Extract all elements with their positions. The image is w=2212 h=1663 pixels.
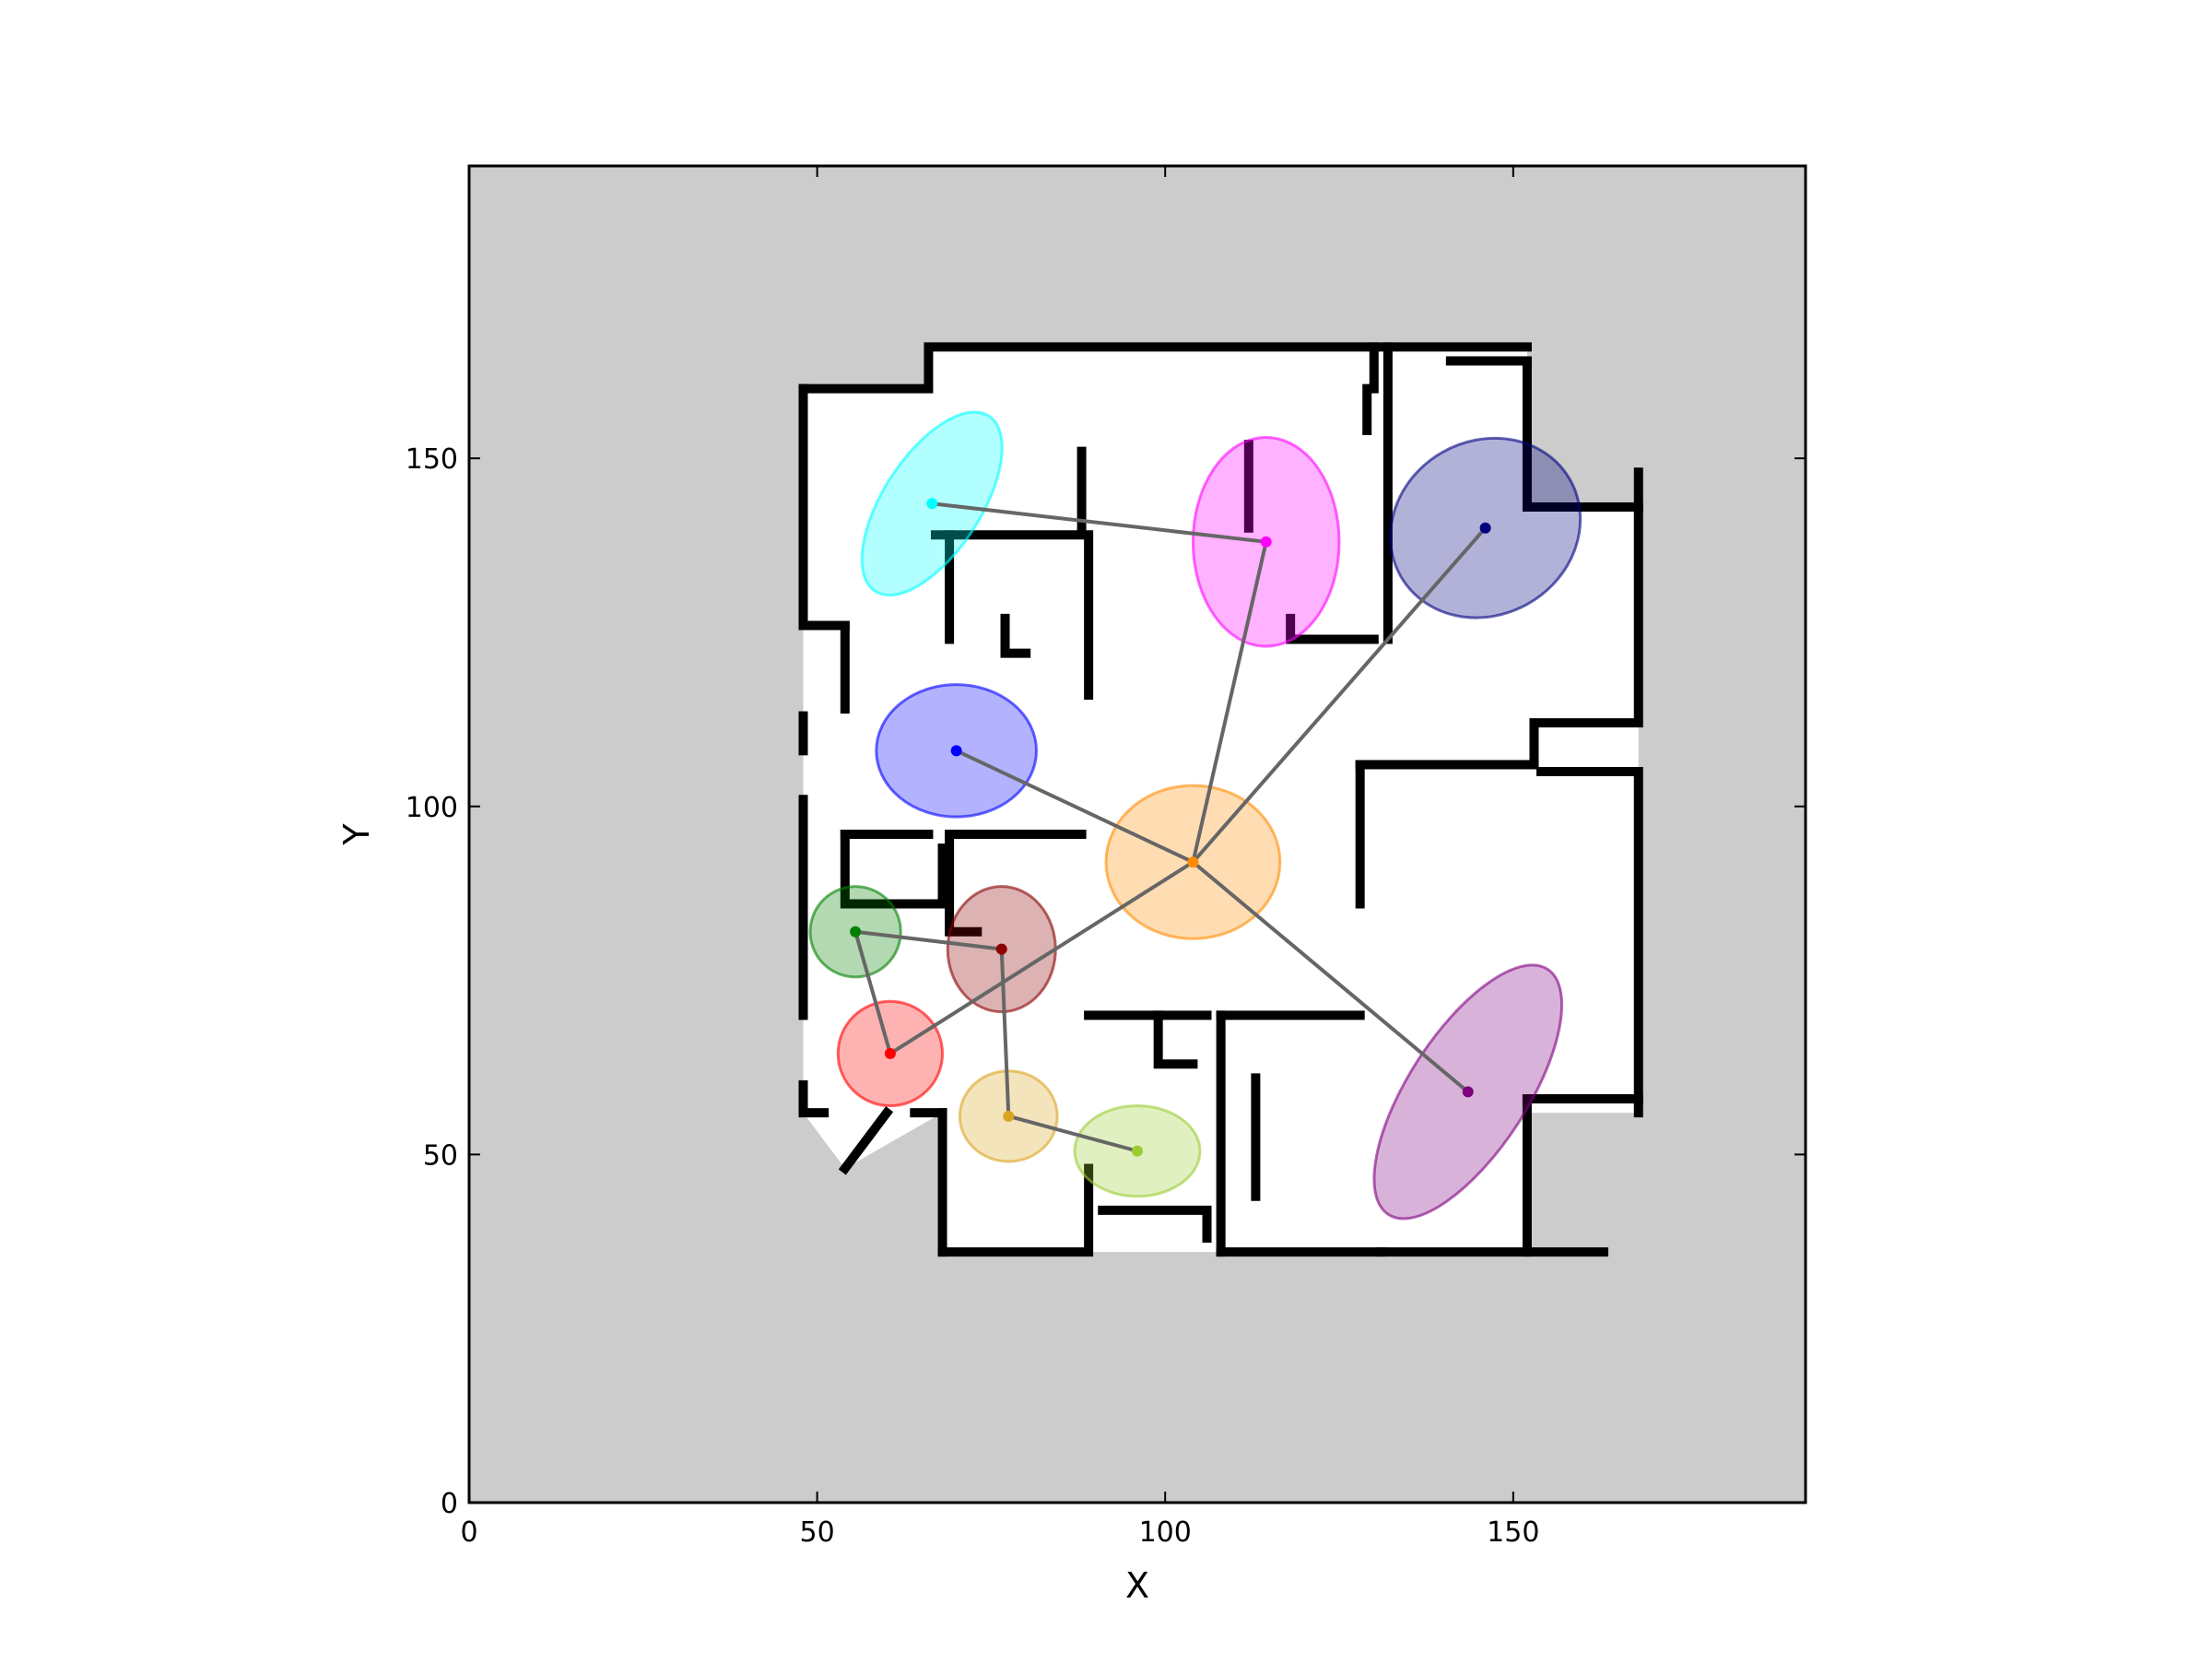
graph-edge bbox=[931, 501, 1266, 544]
obstacle-wall bbox=[840, 830, 947, 909]
obstacle-wall bbox=[798, 1079, 830, 1118]
graph-node bbox=[995, 943, 1007, 955]
x-tick-label: 150 bbox=[1487, 1516, 1539, 1549]
graph-node bbox=[950, 745, 962, 757]
obstacle-wall bbox=[1153, 1010, 1198, 1069]
graph-edge bbox=[1191, 526, 1488, 864]
free-space-region bbox=[803, 347, 1639, 1253]
obstacle-wall bbox=[798, 383, 850, 631]
graph-edge bbox=[955, 749, 1194, 865]
obstacle-wall bbox=[930, 530, 1094, 700]
x-tick-label: 100 bbox=[1139, 1516, 1192, 1549]
graph-node bbox=[1132, 1145, 1143, 1157]
graph-edge bbox=[1192, 860, 1470, 1093]
graph-edge bbox=[853, 931, 892, 1055]
x-tick-label: 50 bbox=[800, 1516, 835, 1549]
x-axis-label: X bbox=[1125, 1565, 1149, 1606]
plot-frame bbox=[467, 164, 1807, 1504]
obstacle-wall bbox=[1536, 767, 1643, 1118]
graph-node bbox=[850, 926, 862, 938]
graph-node bbox=[1479, 522, 1491, 534]
graph-edge bbox=[999, 949, 1011, 1116]
graph-edge bbox=[888, 860, 1194, 1056]
graph-edge bbox=[854, 929, 1002, 951]
y-tick-label: 100 bbox=[406, 792, 458, 824]
obstacle-wall bbox=[798, 342, 1532, 394]
obstacle-wall bbox=[1529, 467, 1643, 762]
obstacle-wall bbox=[1000, 613, 1031, 658]
y-axis-label: Y bbox=[336, 823, 377, 846]
graph-node bbox=[884, 1047, 896, 1059]
graph-node bbox=[1462, 1086, 1474, 1098]
graph-edges bbox=[853, 501, 1488, 1153]
obstacle-wall bbox=[1522, 356, 1643, 513]
graph-node bbox=[1187, 856, 1199, 868]
y-tick-label: 150 bbox=[406, 443, 458, 476]
graph-node bbox=[1260, 536, 1272, 548]
graph-edge bbox=[1191, 541, 1268, 863]
graph-node bbox=[926, 498, 938, 510]
occupancy-map bbox=[798, 342, 1643, 1257]
axis-ticks: 0 50 100 150 0 50 100 150 bbox=[406, 166, 1806, 1549]
x-tick-label: 0 bbox=[460, 1516, 477, 1549]
y-tick-label: 0 bbox=[441, 1488, 458, 1520]
graph-node bbox=[1003, 1110, 1015, 1122]
y-tick-label: 50 bbox=[423, 1139, 458, 1172]
graph-edge bbox=[1007, 1114, 1138, 1153]
graph-nodes bbox=[850, 498, 1491, 1157]
obstacle-wall bbox=[838, 1106, 894, 1175]
obstacle-wall bbox=[1098, 1205, 1212, 1244]
